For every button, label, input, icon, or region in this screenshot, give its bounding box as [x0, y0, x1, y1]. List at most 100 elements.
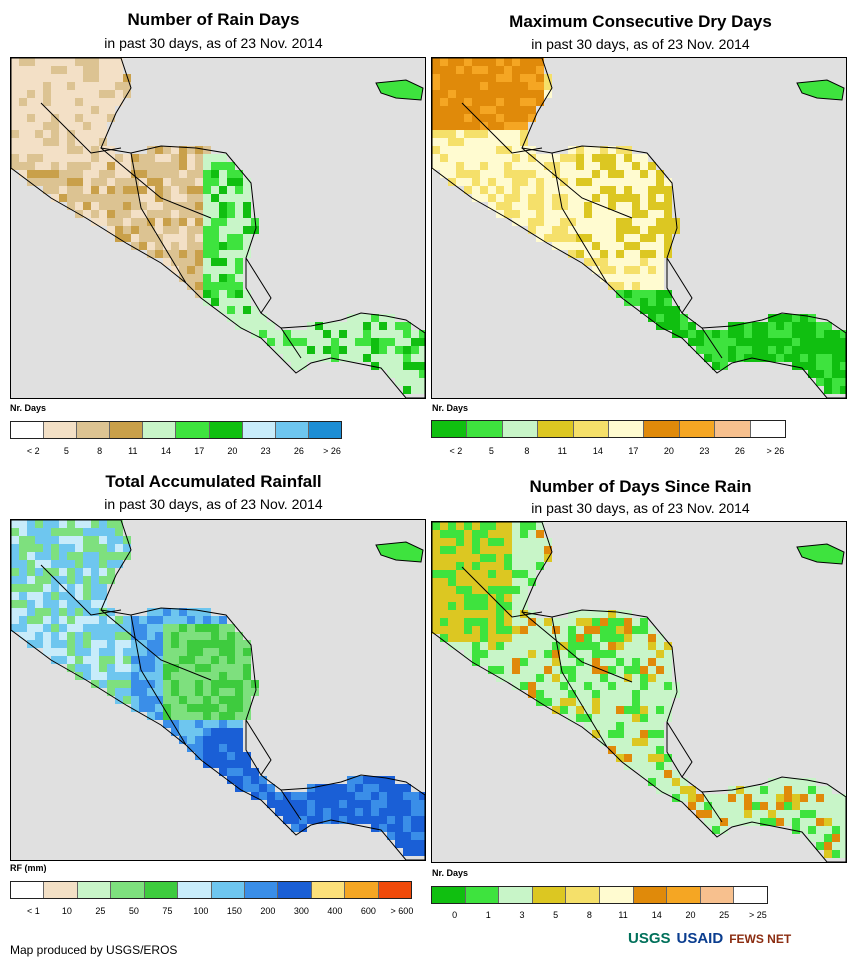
map-pixel: [520, 626, 528, 634]
map-pixel: [448, 74, 456, 82]
map-pixel: [512, 106, 520, 114]
map-pixel: [179, 720, 187, 728]
map-pixel: [448, 82, 456, 90]
map-pixel: [632, 298, 640, 306]
map-pixel: [624, 282, 632, 290]
map-pixel: [379, 800, 387, 808]
map-pixel: [219, 306, 227, 314]
map-pixel: [752, 794, 760, 802]
map-pixel: [27, 536, 35, 544]
map-pixel: [35, 640, 43, 648]
map-pixel: [227, 274, 235, 282]
map-pixel: [536, 522, 544, 530]
map-pixel: [456, 554, 464, 562]
map-pixel: [568, 170, 576, 178]
map-pixel: [736, 338, 744, 346]
map-pixel: [203, 736, 211, 744]
map-pixel: [584, 666, 592, 674]
legend-tick-label: > 26: [766, 446, 785, 456]
map-pixel: [576, 162, 584, 170]
legend-tick-label: 400: [327, 906, 343, 916]
map-pixel: [275, 330, 283, 338]
map-pixel: [648, 770, 656, 778]
map-pixel: [664, 202, 672, 210]
map-pixel: [163, 680, 171, 688]
map-pixel: [584, 202, 592, 210]
map-pixel: [760, 322, 768, 330]
map-pixel: [75, 178, 83, 186]
map-pixel: [11, 520, 19, 528]
map-pixel: [75, 122, 83, 130]
map-pixel: [315, 346, 323, 354]
map-pixel: [616, 642, 624, 650]
map-pixel: [552, 666, 560, 674]
map-pixel: [211, 274, 219, 282]
map-pixel: [411, 832, 419, 840]
map-pixel: [411, 378, 419, 386]
map-pixel: [107, 560, 115, 568]
map-pixel: [403, 346, 411, 354]
map-pixel: [624, 642, 632, 650]
map-pixel: [123, 170, 131, 178]
map-pixel: [432, 626, 440, 634]
map-pixel: [203, 672, 211, 680]
map-pixel: [43, 138, 51, 146]
map-pixel: [472, 602, 480, 610]
map-pixel: [656, 186, 664, 194]
map-pixel: [163, 640, 171, 648]
map-pixel: [632, 738, 640, 746]
map-pixel: [83, 138, 91, 146]
map-total-rainfall: [10, 519, 426, 861]
map-pixel: [43, 552, 51, 560]
map-pixel: [512, 626, 520, 634]
map-pixel: [712, 330, 720, 338]
map-pixel: [512, 98, 520, 106]
map-pixel: [496, 602, 504, 610]
map-pixel: [235, 274, 243, 282]
map-pixel: [512, 602, 520, 610]
map-pixel: [403, 808, 411, 816]
map-pixel: [536, 178, 544, 186]
map-pixel: [299, 792, 307, 800]
map-pixel: [347, 816, 355, 824]
map-pixel: [123, 154, 131, 162]
map-pixel: [624, 634, 632, 642]
country-border: [666, 721, 693, 778]
map-pixel: [419, 848, 425, 856]
map-pixel: [472, 162, 480, 170]
map-pixel: [608, 250, 616, 258]
map-pixel: [496, 642, 504, 650]
map-pixel: [840, 794, 846, 802]
legend-swatch: [644, 421, 680, 437]
map-pixel: [488, 538, 496, 546]
map-pixel: [67, 616, 75, 624]
map-pixel: [576, 674, 584, 682]
map-pixel: [163, 688, 171, 696]
map-pixel: [528, 58, 536, 66]
map-pixel: [576, 650, 584, 658]
map-pixel: [11, 98, 19, 106]
map-pixel: [187, 704, 195, 712]
map-pixel: [27, 82, 35, 90]
map-pixel: [35, 66, 43, 74]
map-pixel: [363, 338, 371, 346]
map-pixel: [512, 570, 520, 578]
map-pixel: [528, 218, 536, 226]
map-pixel: [11, 162, 19, 170]
legend-tick-label: 26: [734, 446, 745, 456]
map-pixel: [211, 210, 219, 218]
map-pixel: [608, 202, 616, 210]
legend-tick-label: 100: [193, 906, 209, 916]
map-pixel: [656, 698, 664, 706]
map-pixel: [592, 698, 600, 706]
map-pixel: [379, 362, 387, 370]
map-pixel: [75, 186, 83, 194]
map-pixel: [91, 82, 99, 90]
map-pixel: [512, 122, 520, 130]
map-pixel: [648, 650, 656, 658]
map-pixel: [512, 538, 520, 546]
map-pixel: [347, 784, 355, 792]
map-pixel: [456, 170, 464, 178]
map-pixel: [235, 736, 243, 744]
map-pixel: [91, 66, 99, 74]
